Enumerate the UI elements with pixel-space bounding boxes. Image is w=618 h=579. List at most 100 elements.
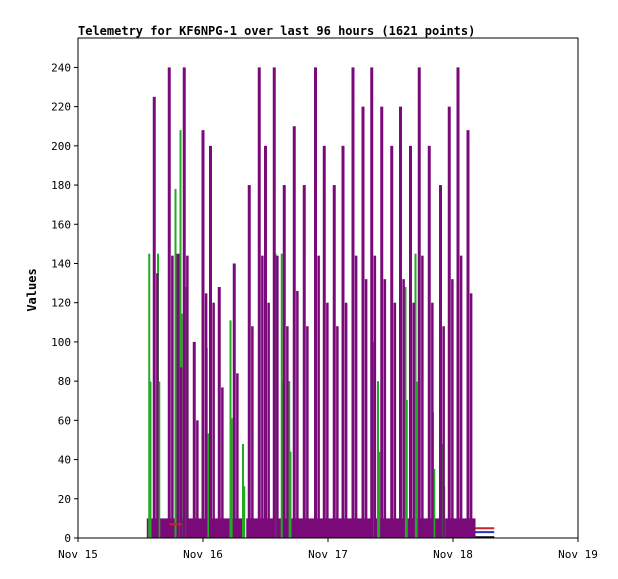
green-series-spike	[148, 253, 151, 538]
green-series-spike	[414, 253, 417, 538]
x-tick-label: Nov 19	[558, 548, 598, 561]
y-axis-label: Values	[25, 268, 39, 311]
purple-series-pulse	[442, 326, 445, 538]
purple-series-pulse	[344, 302, 348, 538]
purple-series-pulse	[317, 255, 320, 538]
purple-series-pulse	[264, 145, 267, 538]
purple-series-pulse	[456, 67, 460, 538]
purple-series-pulse	[417, 67, 421, 538]
purple-series-pulse	[296, 290, 299, 538]
purple-series-pulse	[152, 96, 156, 538]
x-tick-label: Nov 15	[58, 548, 98, 561]
purple-series-pulse	[221, 387, 224, 538]
purple-series-pulse	[196, 420, 199, 538]
purple-series-pulse	[409, 145, 412, 538]
purple-series-pulse	[469, 293, 473, 538]
green-series-spike	[280, 253, 283, 538]
purple-series-pulse	[439, 185, 442, 538]
plot-area	[146, 67, 495, 538]
purple-series-pulse	[292, 126, 296, 538]
green-series-spike	[174, 188, 177, 538]
purple-series-pulse	[167, 67, 171, 538]
purple-series-pulse	[302, 185, 306, 538]
purple-series-pulse	[354, 255, 358, 538]
purple-series-pulse	[451, 279, 454, 538]
purple-series-pulse	[412, 302, 415, 538]
chart-title: Telemetry for KF6NPG-1 over last 96 hour…	[78, 24, 475, 38]
y-tick-label: 80	[58, 375, 71, 388]
purple-series-pulse	[209, 145, 212, 538]
green-series-spike	[290, 451, 292, 538]
purple-series-pulse	[427, 145, 431, 538]
green-series-spike	[207, 433, 209, 538]
x-tick-label: Nov 18	[433, 548, 473, 561]
purple-series-pulse	[373, 255, 377, 538]
purple-series-pulse	[204, 293, 208, 538]
purple-series-pulse	[361, 106, 365, 538]
y-tick-label: 220	[51, 101, 71, 114]
y-tick-label: 100	[51, 336, 71, 349]
green-series-spike	[378, 451, 381, 538]
y-tick-label: 200	[51, 140, 71, 153]
x-tick-label: Nov 17	[308, 548, 348, 561]
purple-series-pulse	[466, 130, 470, 538]
purple-series-pulse	[212, 302, 215, 538]
y-tick-label: 40	[58, 454, 71, 467]
purple-series-pulse	[232, 263, 236, 538]
purple-series-pulse	[370, 67, 374, 538]
green-series-spike	[179, 130, 182, 538]
purple-series-pulse	[247, 185, 251, 538]
purple-series-pulse	[179, 367, 183, 538]
purple-series-pulse	[176, 253, 180, 538]
green-series-spike	[158, 381, 161, 538]
purple-series-pulse	[399, 106, 402, 538]
y-tick-label: 20	[58, 493, 71, 506]
purple-series-pulse	[459, 255, 463, 538]
y-tick-label: 160	[51, 218, 71, 231]
purple-series-pulse	[171, 255, 174, 538]
green-series-spike	[243, 486, 246, 538]
green-series-spike	[229, 320, 232, 538]
purple-series-pulse	[192, 341, 196, 538]
purple-series-pulse	[351, 67, 355, 538]
purple-series-pulse	[383, 279, 387, 538]
purple-series-pulse	[217, 287, 221, 538]
green-series-spike	[242, 443, 244, 538]
x-tick-label: Nov 16	[183, 548, 223, 561]
purple-series-pulse	[236, 373, 239, 538]
purple-series-pulse	[182, 67, 186, 538]
y-tick-label: 120	[51, 297, 71, 310]
purple-series-pulse	[393, 302, 397, 538]
green-series-spike	[377, 381, 379, 538]
purple-series-pulse	[390, 145, 394, 538]
purple-series-pulse	[364, 279, 368, 538]
purple-series-pulse	[431, 302, 434, 538]
purple-series-pulse	[322, 145, 326, 538]
purple-series-pulse	[267, 302, 270, 538]
purple-series-pulse	[326, 302, 329, 538]
y-tick-label: 140	[51, 257, 71, 270]
purple-series-pulse	[402, 279, 405, 538]
purple-series-pulse	[257, 67, 261, 538]
y-tick-label: 240	[51, 61, 71, 74]
green-series-spike	[416, 381, 418, 538]
purple-series-baseline	[146, 518, 476, 538]
purple-series-pulse	[282, 185, 286, 538]
purple-series-pulse	[276, 255, 279, 538]
purple-series-pulse	[306, 326, 309, 538]
purple-series-pulse	[272, 67, 276, 538]
purple-series-pulse	[251, 326, 254, 538]
axes: 0 20 40 60 80 100 120 140 160 180 200 220 240 Nov 15 N…	[51, 37, 598, 561]
purple-series-pulse	[380, 106, 384, 538]
green-series-spike	[288, 381, 291, 538]
purple-series-pulse	[447, 106, 451, 538]
purple-series-pulse	[336, 326, 339, 538]
green-series-spike	[406, 399, 408, 538]
y-tick-label: 0	[64, 532, 71, 545]
purple-series-pulse	[332, 185, 336, 538]
purple-series-pulse	[261, 255, 264, 538]
green-series-spike	[404, 287, 407, 538]
y-tick-label: 180	[51, 179, 71, 192]
